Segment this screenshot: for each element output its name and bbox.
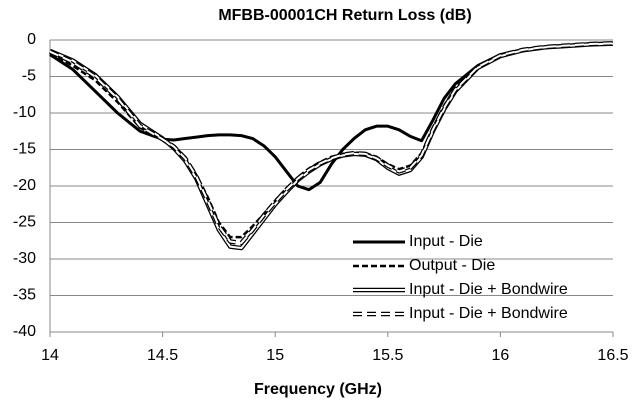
series-line [49,41,614,239]
series-line [49,41,614,251]
x-tick-label: 15.5 [372,347,403,364]
series-line [49,41,614,246]
y-tick-label: -25 [13,214,36,231]
y-tick-label: 0 [27,31,36,48]
series-line-inner [49,42,614,244]
series-line-inner [49,42,614,250]
y-tick-label: -35 [13,287,36,304]
y-tick-label: -40 [13,323,36,340]
chart-title: MFBB-00001CH Return Loss (dB) [218,7,471,24]
x-tick-label: 14 [41,347,59,364]
x-axis-label: Frequency (GHz) [254,381,382,398]
y-tick-label: -20 [13,177,36,194]
legend-label: Output - Die [409,257,495,274]
legend-label: Input - Die + Bondwire [409,281,568,298]
y-tick-label: -30 [13,250,36,267]
legend-label: Input - Die + Bondwire [409,305,568,322]
x-tick-label: 16.5 [597,347,628,364]
y-tick-label: -15 [13,141,36,158]
x-tick-label: 16 [492,347,510,364]
y-tick-label: -10 [13,104,36,121]
x-tick-label: 15 [266,347,284,364]
legend-label: Input - Die [409,233,483,250]
x-tick-label: 14.5 [147,347,178,364]
y-tick-label: -5 [22,68,36,85]
